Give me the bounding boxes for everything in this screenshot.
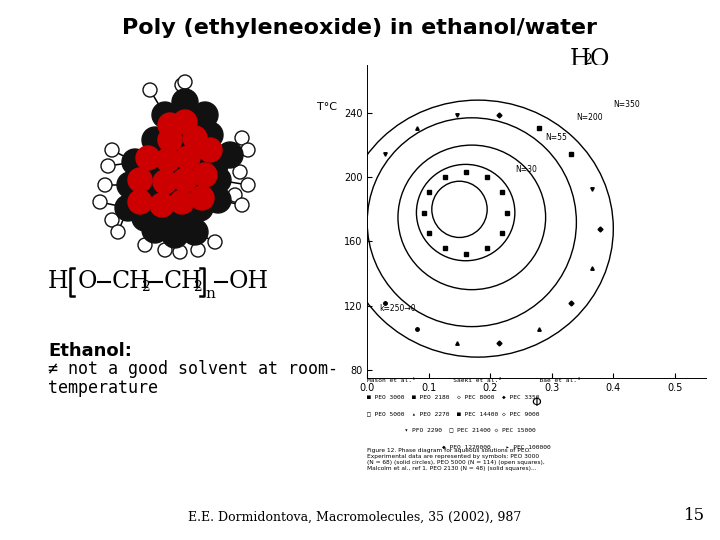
Circle shape bbox=[182, 155, 208, 181]
Circle shape bbox=[233, 165, 247, 179]
Circle shape bbox=[117, 172, 143, 198]
Circle shape bbox=[191, 243, 205, 257]
Circle shape bbox=[162, 119, 188, 145]
Circle shape bbox=[101, 159, 115, 173]
Circle shape bbox=[169, 179, 195, 205]
Circle shape bbox=[122, 149, 148, 175]
Circle shape bbox=[235, 131, 249, 145]
Circle shape bbox=[173, 110, 197, 134]
X-axis label: Φ: Φ bbox=[531, 396, 541, 409]
Text: E.E. Dormidontova, Macromolecules, 35 (2002), 987: E.E. Dormidontova, Macromolecules, 35 (2… bbox=[189, 511, 521, 524]
Circle shape bbox=[149, 202, 175, 228]
Circle shape bbox=[142, 127, 168, 153]
Circle shape bbox=[176, 146, 200, 170]
Circle shape bbox=[158, 128, 182, 152]
Text: Mason et al.¹          Saeki et al.²          Bae et al.³: Mason et al.¹ Saeki et al.² Bae et al.³ bbox=[367, 378, 581, 383]
Text: N=30: N=30 bbox=[515, 165, 536, 174]
Circle shape bbox=[197, 122, 223, 148]
Circle shape bbox=[187, 172, 213, 198]
Circle shape bbox=[98, 178, 112, 192]
Circle shape bbox=[138, 238, 152, 252]
Text: CH: CH bbox=[112, 271, 150, 294]
Circle shape bbox=[142, 159, 168, 185]
Circle shape bbox=[105, 143, 119, 157]
Text: ◆ PEO 1220000    ▸ PEC 100000: ◆ PEO 1220000 ▸ PEC 100000 bbox=[367, 444, 551, 449]
Circle shape bbox=[135, 182, 161, 208]
Circle shape bbox=[152, 179, 178, 205]
Circle shape bbox=[105, 213, 119, 227]
Text: □ PEO 5000  ▴ PEO 2270  ■ PEC 14400 ◇ PEC 9000: □ PEO 5000 ▴ PEO 2270 ■ PEC 14400 ◇ PEC … bbox=[367, 411, 540, 416]
Circle shape bbox=[183, 126, 207, 150]
Text: Poly (ethyleneoxide) in ethanol/water: Poly (ethyleneoxide) in ethanol/water bbox=[122, 18, 598, 38]
Text: k=250→0: k=250→0 bbox=[379, 305, 416, 313]
Circle shape bbox=[111, 225, 125, 239]
Circle shape bbox=[142, 217, 168, 243]
Text: ■ PEO 3000  ■ PEO 2180  ◇ PEC 8000  ◆ PEC 3350: ■ PEO 3000 ■ PEO 2180 ◇ PEC 8000 ◆ PEC 3… bbox=[367, 395, 540, 400]
Circle shape bbox=[158, 243, 172, 257]
Circle shape bbox=[173, 168, 197, 192]
Text: N=55: N=55 bbox=[546, 133, 567, 141]
Circle shape bbox=[143, 83, 157, 97]
Text: H: H bbox=[48, 271, 68, 294]
Text: 2: 2 bbox=[583, 53, 592, 67]
Circle shape bbox=[205, 187, 231, 213]
Text: N=200: N=200 bbox=[577, 113, 603, 122]
Circle shape bbox=[132, 205, 158, 231]
Circle shape bbox=[128, 168, 152, 192]
Circle shape bbox=[202, 152, 228, 178]
Circle shape bbox=[193, 163, 217, 187]
Text: temperature: temperature bbox=[48, 379, 158, 397]
Circle shape bbox=[156, 148, 180, 172]
Circle shape bbox=[93, 195, 107, 209]
Text: ≠ not a good solvent at room-: ≠ not a good solvent at room- bbox=[48, 360, 338, 378]
Circle shape bbox=[190, 186, 214, 210]
Text: 2: 2 bbox=[141, 280, 150, 294]
Circle shape bbox=[208, 235, 222, 249]
Circle shape bbox=[152, 102, 178, 128]
Circle shape bbox=[162, 157, 188, 183]
Circle shape bbox=[150, 193, 174, 217]
Circle shape bbox=[241, 178, 255, 192]
Circle shape bbox=[192, 102, 218, 128]
Circle shape bbox=[182, 135, 208, 161]
Circle shape bbox=[162, 222, 188, 248]
Circle shape bbox=[198, 138, 222, 162]
Text: OH: OH bbox=[229, 271, 269, 294]
Circle shape bbox=[158, 113, 182, 137]
Text: ▾ PFO 2290  □ PEC 21400 ◇ PEC 15000: ▾ PFO 2290 □ PEC 21400 ◇ PEC 15000 bbox=[367, 428, 536, 433]
Y-axis label: T°C: T°C bbox=[317, 102, 336, 112]
Circle shape bbox=[178, 75, 192, 89]
Circle shape bbox=[217, 142, 243, 168]
Text: CH: CH bbox=[164, 271, 202, 294]
Text: n: n bbox=[205, 287, 215, 301]
Circle shape bbox=[175, 78, 189, 92]
Text: Figure 12. Phase diagram for aqueous solutions of PEO.
Experimental data are rep: Figure 12. Phase diagram for aqueous sol… bbox=[367, 448, 545, 470]
Circle shape bbox=[115, 195, 141, 221]
Circle shape bbox=[182, 119, 208, 145]
Circle shape bbox=[228, 188, 242, 202]
Circle shape bbox=[187, 195, 213, 221]
Circle shape bbox=[128, 190, 152, 214]
Circle shape bbox=[167, 199, 193, 225]
Text: H: H bbox=[570, 48, 590, 71]
Circle shape bbox=[153, 170, 177, 194]
Text: 2: 2 bbox=[193, 280, 202, 294]
Text: N=350: N=350 bbox=[613, 100, 640, 110]
Circle shape bbox=[136, 146, 160, 170]
Circle shape bbox=[241, 143, 255, 157]
Circle shape bbox=[182, 219, 208, 245]
Circle shape bbox=[172, 89, 198, 115]
Circle shape bbox=[235, 198, 249, 212]
Circle shape bbox=[205, 167, 231, 193]
Text: O: O bbox=[78, 271, 97, 294]
Circle shape bbox=[162, 139, 188, 165]
Circle shape bbox=[170, 190, 194, 214]
Circle shape bbox=[173, 245, 187, 259]
Text: O: O bbox=[590, 48, 610, 71]
Text: Ethanol:: Ethanol: bbox=[48, 342, 132, 360]
Text: 15: 15 bbox=[684, 507, 705, 524]
